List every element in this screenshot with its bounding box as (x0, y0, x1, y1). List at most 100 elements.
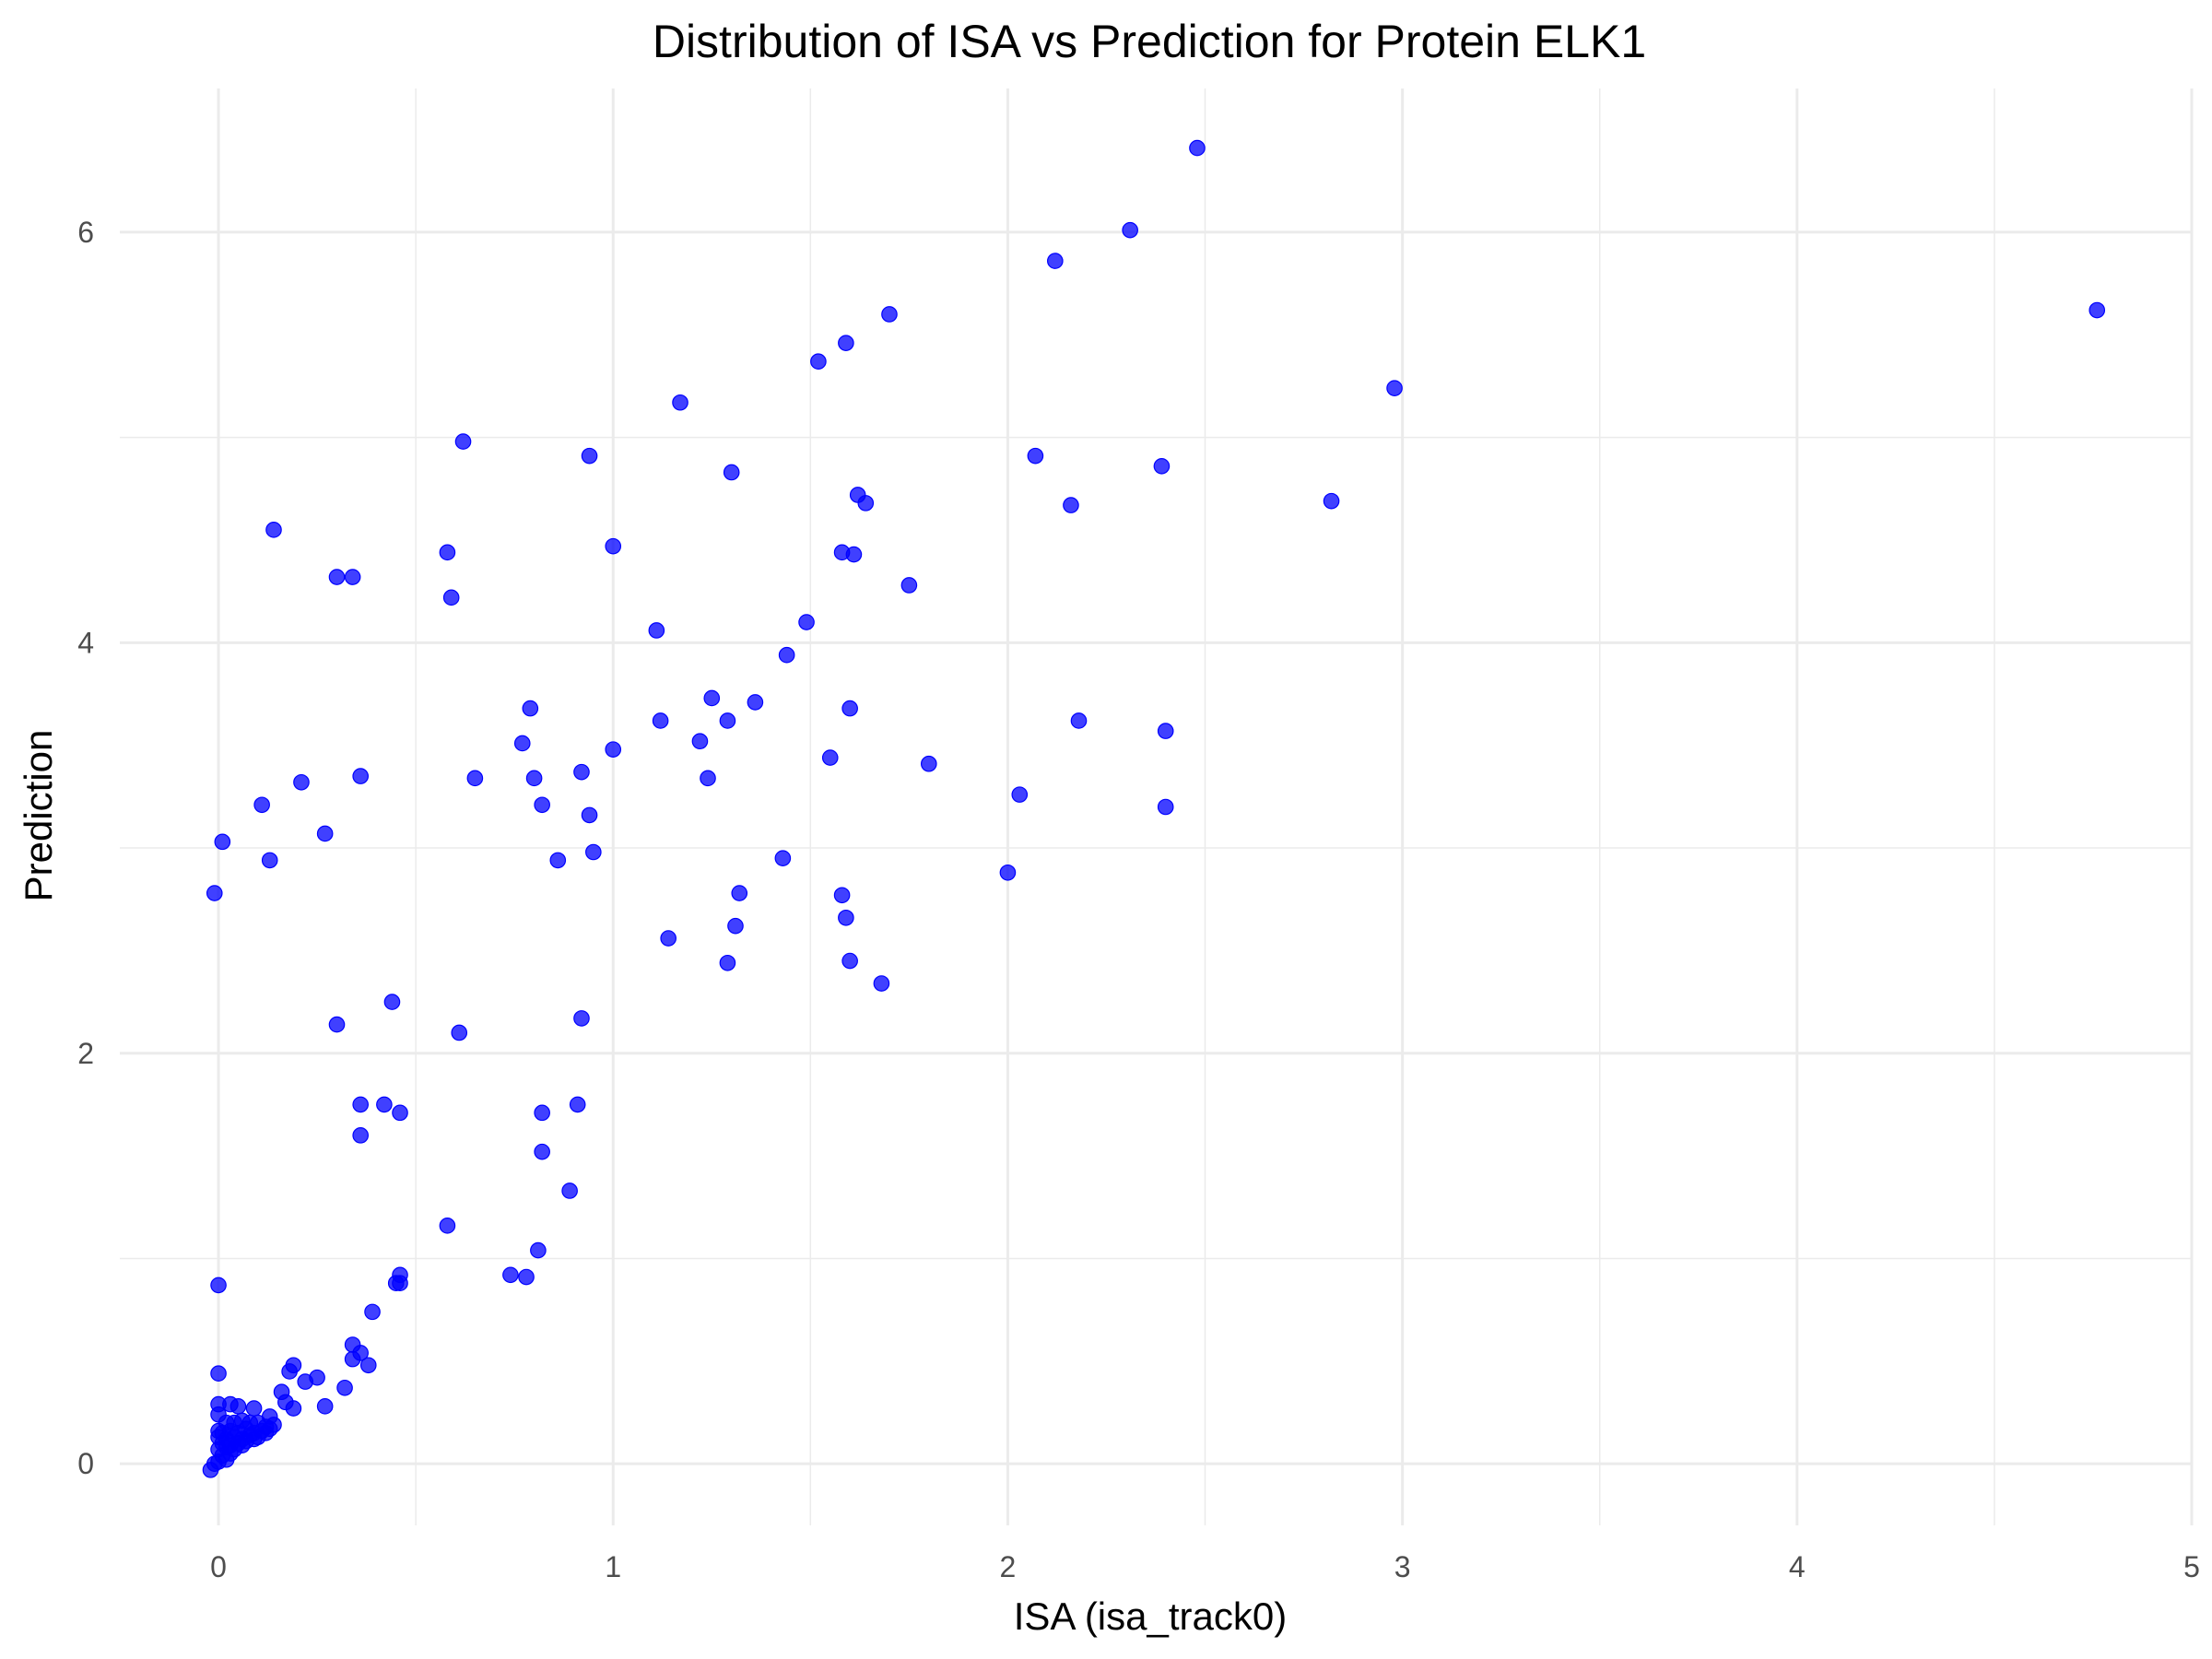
data-point (522, 700, 539, 717)
x-axis-ticks: 0 1 2 3 4 5 (210, 1550, 2200, 1583)
data-point (454, 433, 472, 450)
data-point (900, 577, 918, 594)
data-point (857, 495, 875, 512)
data-point (261, 852, 278, 869)
data-point (549, 852, 567, 869)
data-point (502, 1266, 519, 1284)
data-point (1157, 798, 1174, 816)
data-point (534, 796, 550, 814)
data-point (1122, 221, 1138, 239)
data-point (652, 712, 669, 729)
data-point (525, 770, 543, 787)
x-tick-label: 5 (2183, 1550, 2200, 1583)
data-point (451, 1024, 468, 1041)
data-point (581, 447, 598, 465)
x-axis-label: ISA (isa_track0) (1014, 1594, 1287, 1638)
data-point (439, 544, 456, 561)
data-point (336, 1379, 353, 1396)
data-point (581, 806, 598, 824)
data-point (364, 1303, 381, 1321)
data-point (838, 335, 854, 351)
data-point (1047, 253, 1064, 269)
x-tick-label: 1 (605, 1550, 621, 1583)
data-point (1157, 723, 1174, 739)
data-point (881, 306, 898, 323)
data-point (359, 1357, 377, 1374)
data-point (245, 1400, 263, 1417)
data-point (202, 1462, 219, 1478)
data-point (727, 917, 744, 935)
data-point (798, 614, 815, 630)
data-point (691, 733, 709, 750)
y-tick-label: 2 (77, 1037, 94, 1070)
data-point (774, 850, 792, 866)
data-point (316, 825, 334, 842)
data-point (778, 646, 795, 664)
data-point (1153, 457, 1171, 475)
data-point (821, 749, 839, 766)
data-point (233, 1437, 251, 1453)
data-point (605, 537, 622, 555)
data-point (841, 952, 858, 970)
minor-gridlines (120, 88, 2192, 1525)
data-point (999, 864, 1017, 881)
data-point (297, 1373, 314, 1390)
data-point (293, 773, 310, 791)
data-point (534, 1143, 550, 1160)
data-point (569, 1096, 586, 1113)
data-point (1070, 712, 1088, 729)
data-point (585, 843, 602, 861)
data-point (352, 1096, 369, 1113)
data-point (723, 464, 740, 481)
data-point (1323, 492, 1340, 510)
data-point (672, 394, 688, 411)
data-point (1386, 380, 1403, 396)
data-point (392, 1104, 408, 1122)
data-point (253, 796, 270, 814)
data-point (285, 1400, 302, 1417)
data-point (281, 1363, 298, 1380)
data-point (442, 589, 460, 606)
chart-title: Distribution of ISA vs Prediction for Pr… (653, 16, 1646, 67)
data-point (719, 954, 736, 971)
data-point (530, 1241, 547, 1259)
data-point (466, 770, 484, 787)
data-points (202, 139, 2106, 1478)
data-point (920, 755, 937, 772)
data-point (833, 887, 851, 904)
x-tick-label: 4 (1789, 1550, 1806, 1583)
y-tick-label: 0 (77, 1447, 94, 1480)
data-point (747, 694, 764, 711)
data-point (439, 1218, 456, 1234)
y-axis-label: Prediction (17, 730, 60, 902)
data-point (1189, 139, 1206, 157)
x-tick-label: 3 (1394, 1550, 1411, 1583)
data-point (229, 1398, 247, 1415)
data-point (731, 885, 748, 901)
data-point (573, 1010, 590, 1027)
data-point (392, 1275, 408, 1291)
data-point (605, 741, 622, 758)
data-point (2088, 301, 2106, 319)
x-tick-label: 2 (1000, 1550, 1017, 1583)
data-point (648, 622, 665, 639)
data-point (344, 569, 361, 585)
y-axis-ticks: 0 2 4 6 (77, 216, 94, 1480)
data-point (206, 885, 223, 901)
data-point (660, 930, 677, 947)
data-point (838, 909, 854, 926)
data-point (344, 1350, 361, 1368)
data-point (873, 975, 890, 992)
data-point (214, 833, 231, 851)
data-point (703, 689, 721, 707)
y-tick-label: 4 (77, 626, 94, 659)
data-point (1063, 497, 1079, 513)
data-point (810, 353, 827, 371)
data-point (518, 1268, 535, 1286)
data-point (210, 1277, 227, 1294)
data-point (719, 712, 736, 729)
major-gridlines (120, 88, 2194, 1525)
data-point (1011, 786, 1029, 803)
data-point (573, 763, 590, 781)
